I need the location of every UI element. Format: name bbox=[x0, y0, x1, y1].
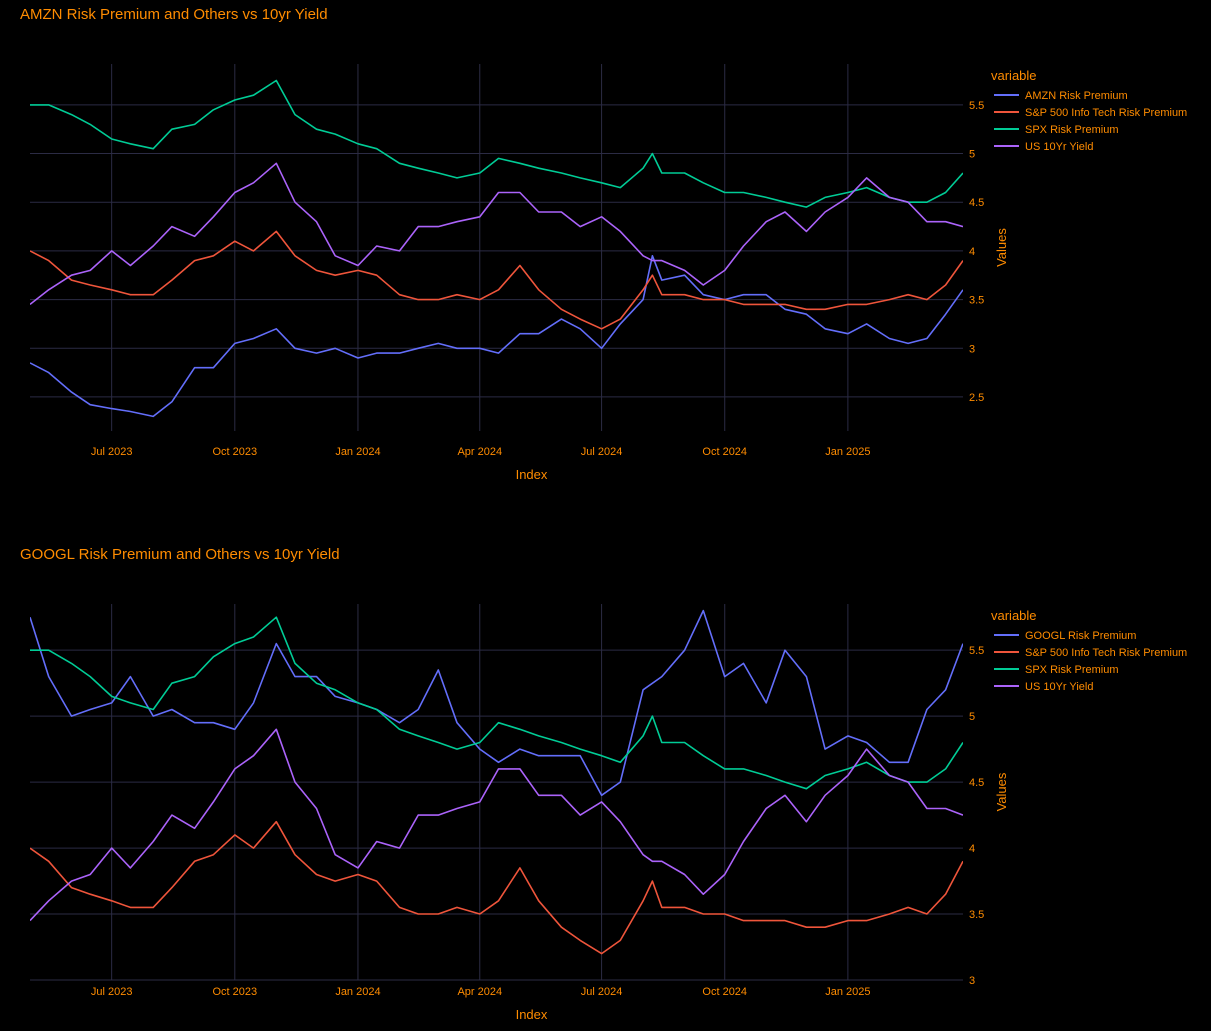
legend-label: GOOGL Risk Premium bbox=[1025, 630, 1136, 642]
y-tick-label: 4 bbox=[969, 246, 975, 258]
x-tick-label: Oct 2024 bbox=[702, 986, 747, 998]
x-tick-label: Jul 2024 bbox=[581, 446, 623, 458]
x-tick-label: Jul 2023 bbox=[91, 986, 133, 998]
y-tick-label: 4.5 bbox=[969, 777, 984, 789]
series-line[interactable] bbox=[30, 820, 963, 955]
x-tick-label: Apr 2024 bbox=[457, 986, 502, 998]
y-tick-label: 4 bbox=[969, 843, 975, 855]
legend-label: US 10Yr Yield bbox=[1025, 141, 1093, 153]
series-group bbox=[30, 79, 963, 418]
y-tick-label: 3 bbox=[969, 975, 975, 987]
grid-lines bbox=[30, 64, 963, 431]
y-tick-label: 5.5 bbox=[969, 645, 984, 657]
chart-panel-amzn: AMZN Risk Premium and Others vs 10yr Yie… bbox=[0, 0, 1211, 515]
legend-label: S&P 500 Info Tech Risk Premium bbox=[1025, 107, 1187, 119]
legend-item[interactable]: S&P 500 Info Tech Risk Premium bbox=[994, 107, 1187, 119]
chart-title: GOOGL Risk Premium and Others vs 10yr Yi… bbox=[20, 546, 340, 563]
series-line[interactable] bbox=[30, 162, 963, 306]
legend-item[interactable]: US 10Yr Yield bbox=[994, 681, 1093, 693]
y-axis-title: Values bbox=[994, 772, 1009, 811]
legend-item[interactable]: AMZN Risk Premium bbox=[994, 90, 1128, 102]
legend-item[interactable]: SPX Risk Premium bbox=[994, 124, 1119, 136]
x-tick-label: Jul 2023 bbox=[91, 446, 133, 458]
x-tick-label: Jan 2025 bbox=[825, 446, 870, 458]
legend-item[interactable]: US 10Yr Yield bbox=[994, 141, 1093, 153]
series-line[interactable] bbox=[30, 609, 963, 797]
y-tick-label: 5 bbox=[969, 149, 975, 161]
legend-item[interactable]: S&P 500 Info Tech Risk Premium bbox=[994, 647, 1187, 659]
series-line[interactable] bbox=[30, 230, 963, 330]
y-tick-label: 2.5 bbox=[969, 392, 984, 404]
chart-panel-googl: GOOGL Risk Premium and Others vs 10yr Yi… bbox=[0, 540, 1211, 1031]
legend: variable GOOGL Risk Premium S&P 500 Info T… bbox=[991, 608, 1187, 693]
legend-label: AMZN Risk Premium bbox=[1025, 90, 1128, 102]
series-group bbox=[30, 609, 963, 955]
y-tick-label: 3 bbox=[969, 343, 975, 355]
legend: variable AMZN Risk Premium S&P 500 Info Te… bbox=[991, 68, 1187, 153]
series-line[interactable] bbox=[30, 79, 963, 208]
legend-item[interactable]: GOOGL Risk Premium bbox=[994, 630, 1136, 642]
chart-svg[interactable]: Jul 2023 Oct 2023 Jan 2024 Apr 2024 Jul 2024… bbox=[0, 0, 1211, 515]
legend-label: S&P 500 Info Tech Risk Premium bbox=[1025, 647, 1187, 659]
x-axis-title: Index bbox=[516, 1007, 548, 1022]
x-tick-label: Jul 2024 bbox=[581, 986, 623, 998]
x-tick-label: Oct 2023 bbox=[212, 986, 257, 998]
legend-item[interactable]: SPX Risk Premium bbox=[994, 664, 1119, 676]
chart-title: AMZN Risk Premium and Others vs 10yr Yie… bbox=[20, 6, 328, 23]
y-tick-label: 3.5 bbox=[969, 295, 984, 307]
legend-title: variable bbox=[991, 68, 1037, 83]
y-tick-label: 4.5 bbox=[969, 197, 984, 209]
y-axis-title: Values bbox=[994, 228, 1009, 267]
legend-title: variable bbox=[991, 608, 1037, 623]
x-tick-label: Oct 2023 bbox=[212, 446, 257, 458]
x-tick-label: Oct 2024 bbox=[702, 446, 747, 458]
x-tick-label: Jan 2024 bbox=[335, 446, 380, 458]
y-tick-label: 5.5 bbox=[969, 100, 984, 112]
legend-label: US 10Yr Yield bbox=[1025, 681, 1093, 693]
chart-svg[interactable]: Jul 2023 Oct 2023 Jan 2024 Apr 2024 Jul 2024… bbox=[0, 540, 1211, 1031]
grid-lines bbox=[30, 604, 963, 981]
y-tick-label: 5 bbox=[969, 711, 975, 723]
series-line[interactable] bbox=[30, 255, 963, 418]
y-tick-label: 3.5 bbox=[969, 909, 984, 921]
series-line[interactable] bbox=[30, 728, 963, 922]
x-tick-label: Jan 2025 bbox=[825, 986, 870, 998]
legend-label: SPX Risk Premium bbox=[1025, 124, 1119, 136]
legend-label: SPX Risk Premium bbox=[1025, 664, 1119, 676]
x-tick-label: Apr 2024 bbox=[457, 446, 502, 458]
x-tick-label: Jan 2024 bbox=[335, 986, 380, 998]
x-axis-title: Index bbox=[516, 467, 548, 482]
series-line[interactable] bbox=[30, 616, 963, 790]
